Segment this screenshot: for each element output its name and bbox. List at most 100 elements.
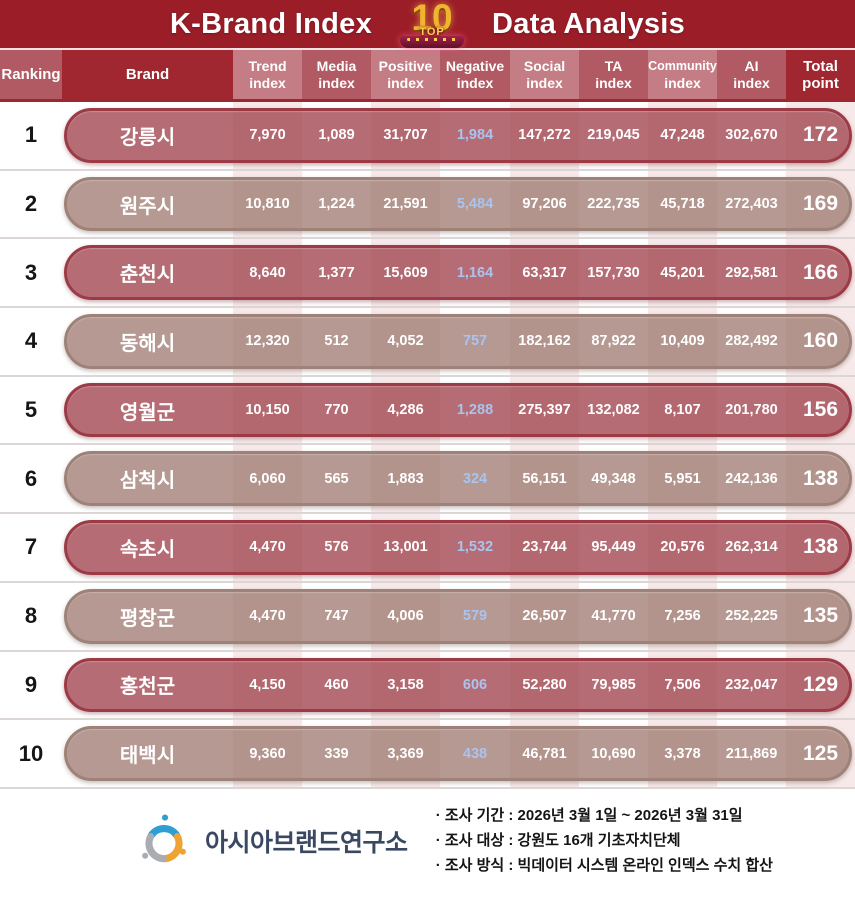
app-title-right: Data Analysis	[492, 7, 686, 40]
cell-ai-index: 272,403	[725, 196, 778, 213]
rank-cell: 3	[24, 259, 38, 285]
row-pill	[64, 726, 852, 781]
cell-social-index: 63,317	[522, 264, 567, 281]
cell-trend-index: 4,470	[249, 608, 286, 625]
cell-media-index: 1,089	[318, 127, 355, 144]
top10-badge-icon: 10 TOP	[390, 0, 474, 48]
header-cell-ranking: Ranking	[0, 50, 62, 99]
cell-total-point: 160	[802, 329, 839, 353]
cell-ta-index: 41,770	[591, 608, 636, 625]
header-cell-total: Total point	[786, 50, 855, 99]
cell-social-index: 275,397	[518, 402, 571, 419]
note-line: · 조사 방식 : 빅데이터 시스템 온라인 인덱스 수치 합산	[435, 857, 773, 874]
badge-number: 10	[411, 0, 453, 38]
row-pill	[64, 382, 852, 438]
logo: 아시아브랜드연구소	[136, 813, 408, 869]
cell-ai-index: 292,581	[725, 264, 778, 281]
cell-total-point: 172	[802, 123, 839, 147]
header-cell-brand: Brand	[62, 50, 233, 99]
brand-cell: 강릉시	[119, 126, 176, 149]
cell-trend-index: 10,150	[245, 402, 290, 419]
cell-ai-index: 242,136	[725, 470, 778, 487]
cell-community-index: 7,256	[664, 608, 701, 625]
title-bar: K-Brand Index 10 TOP Data Analysis	[0, 0, 855, 48]
row-pill	[64, 451, 852, 507]
cell-social-index: 46,781	[522, 745, 567, 762]
cell-media-index: 576	[324, 539, 349, 556]
cell-total-point: 135	[802, 604, 839, 628]
cell-social-index: 26,507	[522, 608, 567, 625]
cell-positive-index: 4,052	[387, 333, 424, 350]
app-title-left: K-Brand Index	[169, 7, 373, 40]
header-cell-social: Social index	[510, 50, 579, 99]
table-row: 10 태백시 9,360 339 3,369 438 46,781 10,690…	[0, 720, 855, 789]
cell-media-index: 339	[324, 745, 349, 762]
brand-cell: 속초시	[119, 538, 176, 561]
cell-ta-index: 132,082	[587, 402, 640, 419]
cell-negative-index: 1,532	[456, 539, 494, 556]
cell-media-index: 1,377	[318, 264, 355, 281]
row-pill	[64, 657, 852, 713]
cell-media-index: 747	[324, 608, 349, 625]
cell-trend-index: 4,150	[249, 676, 286, 693]
row-pill	[64, 176, 852, 232]
cell-positive-index: 3,369	[387, 745, 424, 762]
table-row: 8 평창군 4,470 747 4,006 579 26,507 41,770 …	[0, 583, 855, 652]
cell-positive-index: 13,001	[383, 539, 428, 556]
rank-cell: 6	[24, 465, 38, 491]
cell-ta-index: 49,348	[591, 470, 636, 487]
note-line: · 조사 대상 : 강원도 16개 기초자치단체	[435, 832, 681, 849]
table-row: 9 홍천군 4,150 460 3,158 606 52,280 79,985 …	[0, 652, 855, 721]
cell-media-index: 1,224	[318, 196, 355, 213]
cell-community-index: 5,951	[664, 470, 701, 487]
cell-ta-index: 79,985	[591, 676, 636, 693]
rank-cell: 2	[24, 191, 38, 217]
cell-trend-index: 8,640	[249, 264, 286, 281]
header-cell-ta: TA index	[579, 50, 648, 99]
cell-media-index: 565	[324, 470, 349, 487]
cell-social-index: 23,744	[522, 539, 567, 556]
cell-negative-index: 438	[462, 745, 488, 762]
cell-ai-index: 201,780	[725, 402, 778, 419]
brand-cell: 평창군	[119, 607, 176, 630]
cell-positive-index: 21,591	[383, 196, 428, 213]
cell-media-index: 770	[324, 402, 349, 419]
table-row: 5 영월군 10,150 770 4,286 1,288 275,397 132…	[0, 377, 855, 446]
brand-cell: 삼척시	[119, 470, 176, 493]
table-row: 6 삼척시 6,060 565 1,883 324 56,151 49,348 …	[0, 445, 855, 515]
table-row: 1 강릉시 7,970 1,089 31,707 1,984 147,272 2…	[0, 102, 855, 171]
cell-positive-index: 15,609	[383, 264, 428, 281]
cell-community-index: 45,718	[660, 196, 705, 213]
cell-total-point: 138	[802, 466, 839, 490]
rank-cell: 5	[24, 397, 38, 423]
cell-community-index: 8,107	[664, 402, 701, 419]
table-header: Ranking Brand Trend index Media index Po…	[0, 48, 855, 102]
table-row: 4 동해시 12,320 512 4,052 757 182,162 87,92…	[0, 308, 855, 377]
cell-community-index: 20,576	[660, 539, 705, 556]
brand-cell: 동해시	[119, 332, 176, 355]
cell-ai-index: 282,492	[725, 333, 778, 350]
cell-positive-index: 4,286	[387, 402, 424, 419]
cell-positive-index: 1,883	[387, 470, 424, 487]
rank-cell: 8	[24, 603, 38, 629]
rank-cell: 1	[24, 122, 38, 148]
rank-cell: 10	[18, 740, 44, 766]
cell-positive-index: 3,158	[387, 676, 424, 693]
cell-ta-index: 10,690	[591, 745, 636, 762]
row-pill	[64, 108, 852, 163]
cell-community-index: 47,248	[660, 127, 705, 144]
cell-social-index: 182,162	[518, 333, 571, 350]
header-cell-community: Community index	[648, 50, 717, 99]
cell-total-point: 156	[802, 398, 839, 422]
cell-trend-index: 10,810	[245, 196, 290, 213]
cell-total-point: 169	[802, 192, 839, 216]
cell-total-point: 138	[802, 535, 839, 559]
rank-cell: 7	[24, 534, 38, 560]
row-pill	[64, 520, 852, 575]
rank-cell: 9	[24, 671, 38, 697]
header-cell-positive: Positive index	[371, 50, 440, 99]
cell-negative-index: 1,164	[456, 264, 494, 281]
rank-cell: 4	[24, 328, 38, 354]
brand-cell: 영월군	[119, 401, 176, 424]
brand-cell: 춘천시	[119, 264, 176, 287]
